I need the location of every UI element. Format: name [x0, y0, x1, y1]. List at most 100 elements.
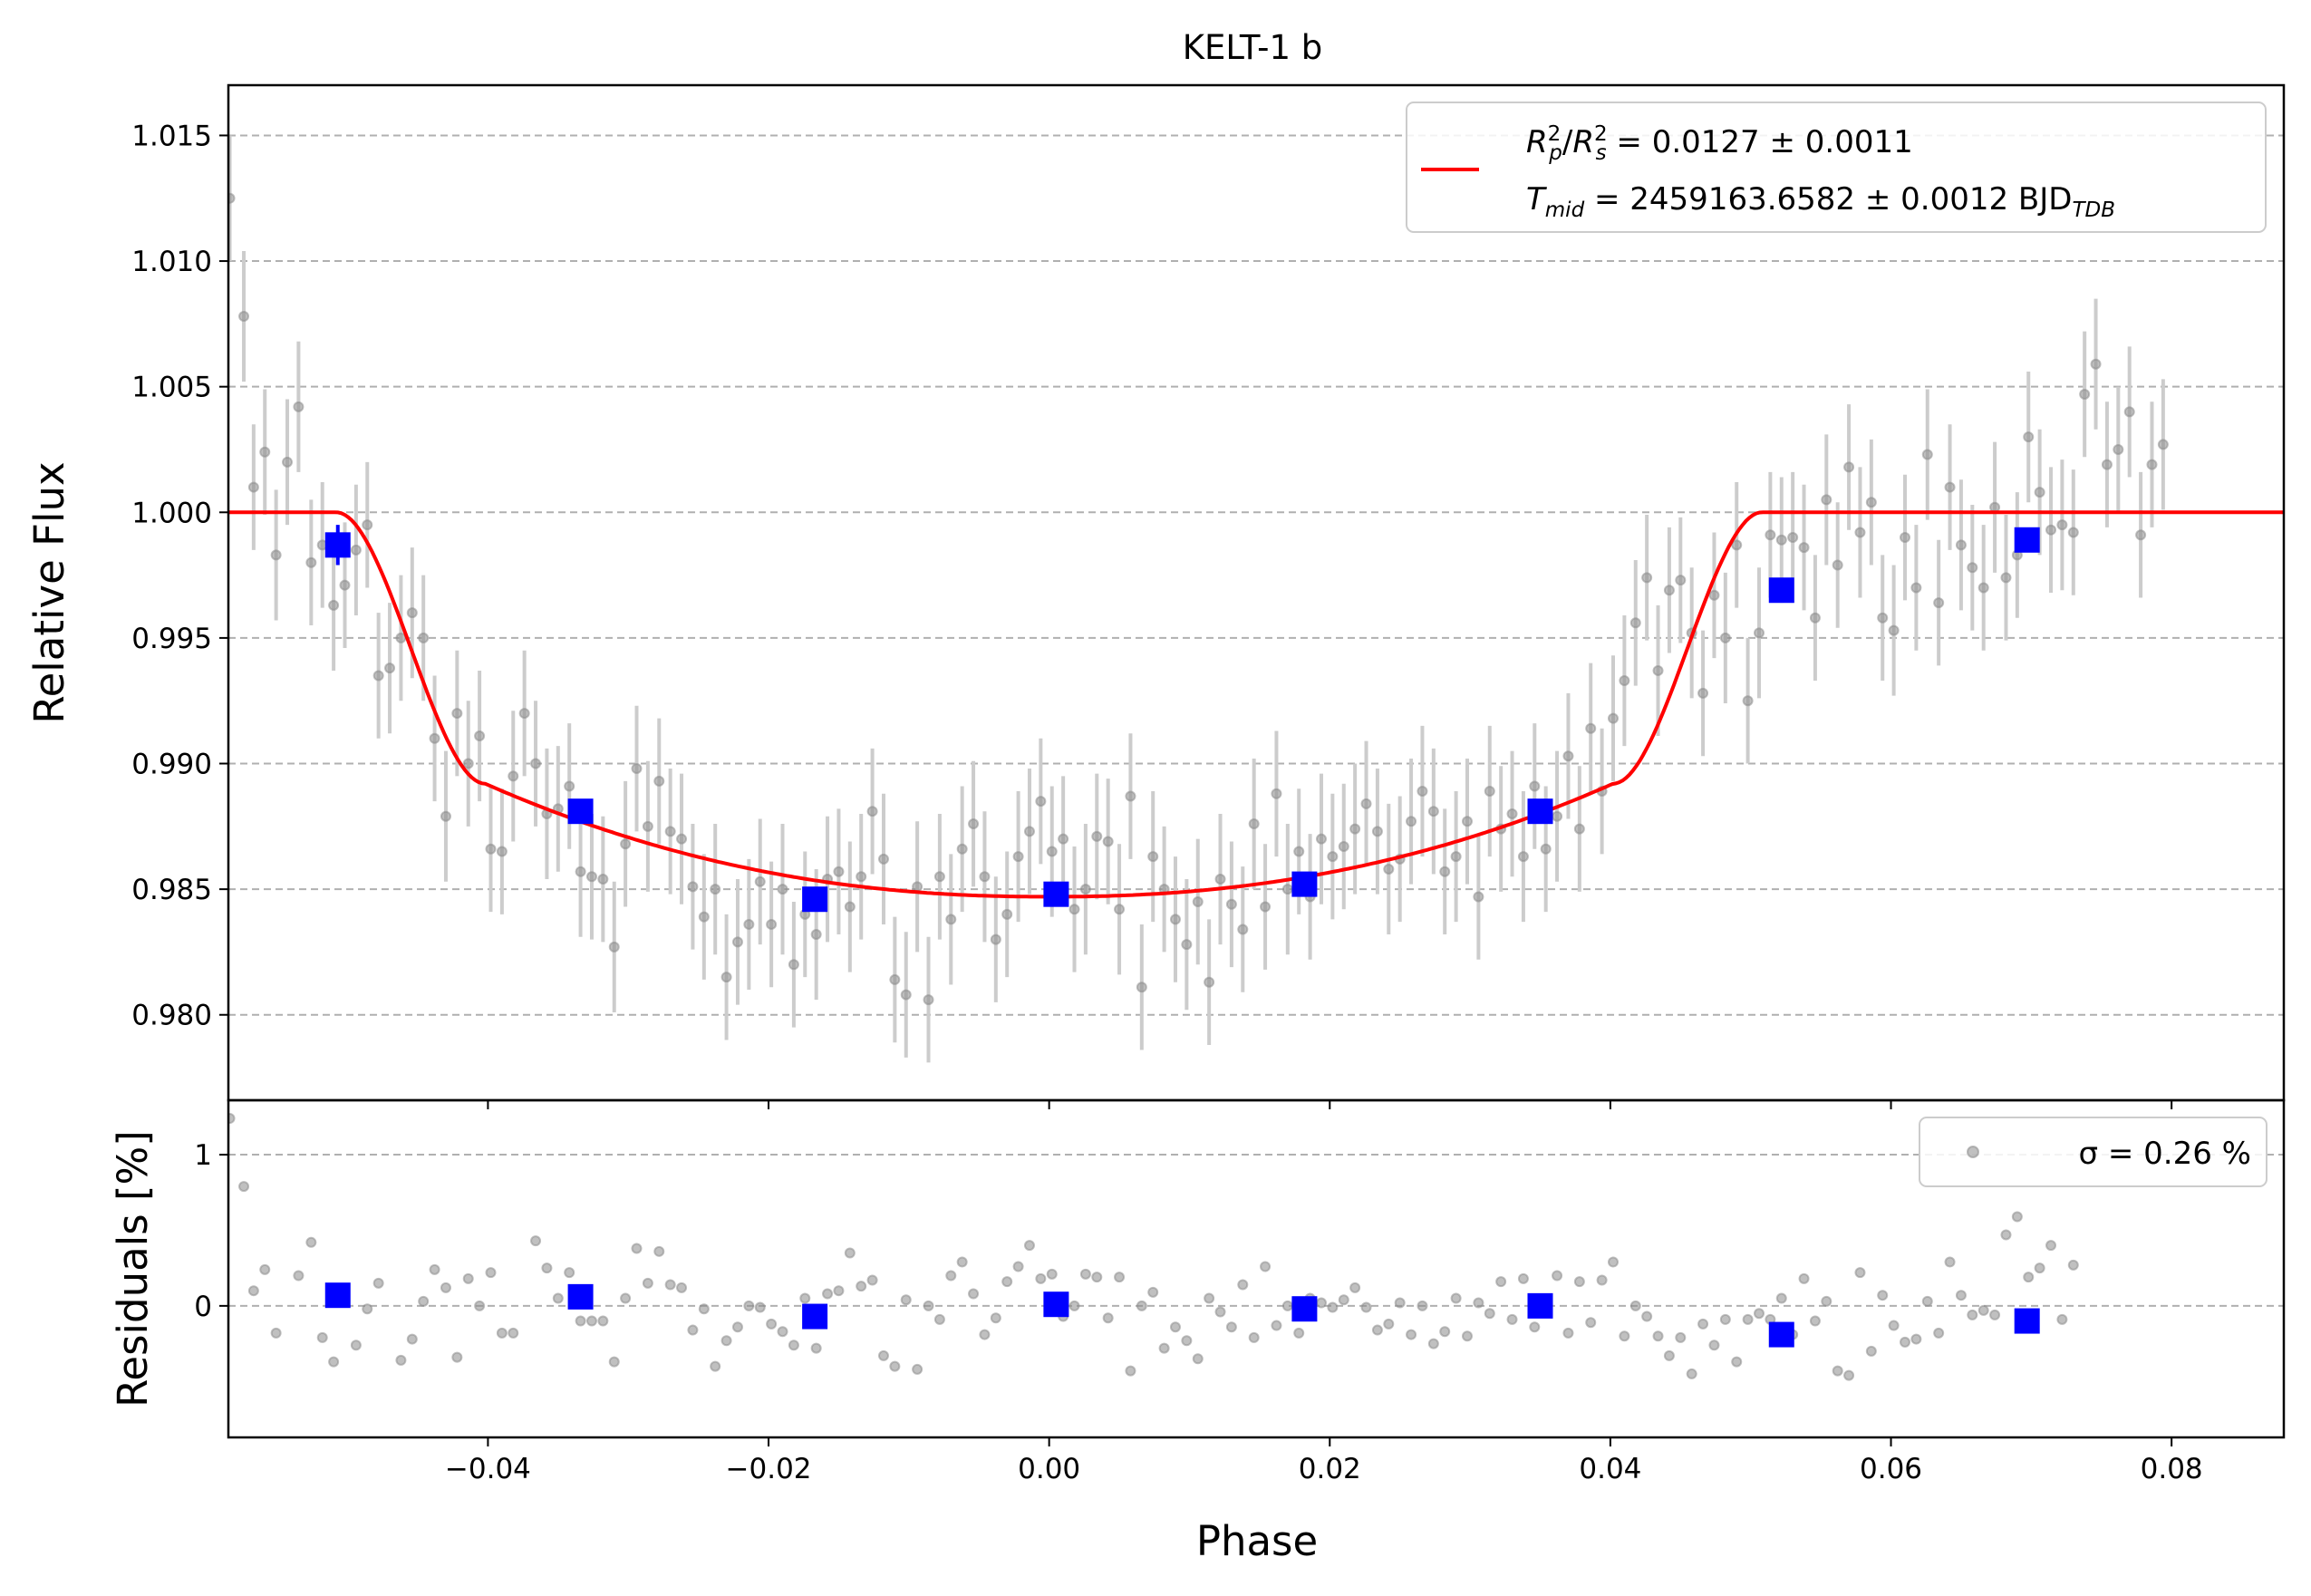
residual-point	[259, 1263, 271, 1275]
residual-point	[743, 1300, 755, 1311]
residual-point	[305, 1236, 317, 1248]
residual-point	[1439, 1326, 1451, 1338]
data-point	[1989, 501, 2001, 513]
residual-point	[2000, 1229, 2012, 1241]
x-tick-label: 0.02	[1299, 1453, 1361, 1485]
residual-point	[1629, 1300, 1641, 1311]
residual-point	[1832, 1365, 1843, 1377]
y-tick-label: 0.985	[131, 874, 212, 906]
binned-point	[802, 886, 828, 913]
y-axis-label-flux: Relative Flux	[25, 461, 73, 723]
legend-depth-entry: R2 p/R2 s = 0.0127 ± 0.0011	[1526, 122, 1913, 165]
residual-point	[496, 1327, 508, 1339]
data-point	[1271, 788, 1282, 799]
residual-point	[1360, 1301, 1372, 1313]
binned-points	[324, 525, 2040, 913]
residual-point	[1461, 1330, 1473, 1342]
residual-point	[1327, 1301, 1339, 1313]
data-point	[1417, 786, 1428, 798]
residual-point	[1102, 1312, 1114, 1324]
residual-point	[856, 1281, 867, 1292]
data-point	[2067, 527, 2079, 538]
residual-point	[1125, 1365, 1136, 1377]
residual-point	[395, 1354, 407, 1366]
data-point	[1540, 843, 1552, 855]
x-tick-label: 0.06	[1860, 1453, 1922, 1485]
data-point	[990, 933, 1001, 945]
residual-point	[1663, 1349, 1675, 1361]
residual-point	[631, 1243, 643, 1254]
data-point	[575, 866, 586, 877]
data-point	[247, 481, 259, 493]
residual-point	[945, 1270, 957, 1282]
data-point	[1552, 810, 1563, 822]
residual-point	[1260, 1261, 1272, 1272]
data-point	[664, 826, 676, 837]
residual-point	[990, 1312, 1001, 1324]
residual-point	[462, 1272, 474, 1284]
x-tick-label: 0.04	[1579, 1453, 1641, 1485]
residual-point	[1506, 1313, 1518, 1325]
data-point	[933, 871, 945, 883]
residual-point	[228, 1113, 236, 1125]
residual-point	[1652, 1330, 1664, 1342]
data-point	[2079, 388, 2091, 400]
residual-point	[1754, 1308, 1765, 1320]
data-point	[1079, 884, 1091, 895]
data-point	[564, 780, 575, 792]
residual-point	[1798, 1272, 1810, 1284]
x-ticks: −0.04 −0.02 0.00 0.02 0.04 0.06 0.08	[445, 1100, 2203, 1485]
data-point	[1114, 904, 1126, 915]
residual-point	[1719, 1313, 1731, 1325]
data-point	[451, 708, 463, 720]
data-point	[1910, 582, 1922, 594]
data-point	[2056, 519, 2068, 531]
residual-point	[1338, 1294, 1349, 1306]
data-point	[1012, 851, 1024, 863]
residual-point	[1731, 1356, 1743, 1368]
binned-residuals	[324, 1282, 2040, 1348]
data-point	[1506, 808, 1518, 819]
residual-point	[2045, 1240, 2057, 1252]
residual-point	[1933, 1327, 1945, 1339]
residual-point	[1169, 1321, 1181, 1333]
data-point	[1461, 816, 1473, 827]
residual-point	[822, 1288, 834, 1300]
data-point	[1832, 559, 1843, 571]
data-point	[877, 853, 889, 865]
data-point	[653, 775, 665, 787]
residual-point	[766, 1318, 778, 1330]
data-point	[1865, 497, 1877, 508]
data-point	[1652, 664, 1664, 676]
residual-point	[1809, 1315, 1821, 1327]
data-point	[1147, 851, 1159, 863]
residual-point	[1237, 1279, 1249, 1291]
residual-point	[1012, 1261, 1024, 1272]
residual-point	[316, 1331, 328, 1343]
data-point	[720, 972, 732, 983]
residual-point	[710, 1360, 721, 1372]
residual-point	[1371, 1324, 1383, 1336]
residual-point	[1271, 1320, 1282, 1331]
data-point	[1809, 612, 1821, 624]
data-point	[1663, 585, 1675, 596]
data-point	[788, 959, 799, 971]
residual-point	[731, 1321, 743, 1333]
data-point	[350, 544, 362, 556]
residual-point	[877, 1349, 889, 1361]
data-point	[1102, 836, 1114, 847]
data-point	[1977, 582, 1989, 594]
data-point	[518, 708, 530, 720]
residual-point	[1888, 1320, 1900, 1331]
data-point	[1675, 575, 1687, 586]
residual-point	[1158, 1342, 1170, 1354]
bottom-axes-frame	[227, 1098, 2286, 1439]
data-point	[642, 820, 653, 832]
residual-point	[1204, 1292, 1215, 1304]
data-point	[2113, 443, 2124, 455]
data-point	[1921, 449, 1933, 460]
residual-point	[418, 1295, 430, 1307]
residual-point	[1573, 1276, 1585, 1288]
data-point	[339, 579, 351, 591]
y-tick-label: 0.990	[131, 749, 212, 781]
